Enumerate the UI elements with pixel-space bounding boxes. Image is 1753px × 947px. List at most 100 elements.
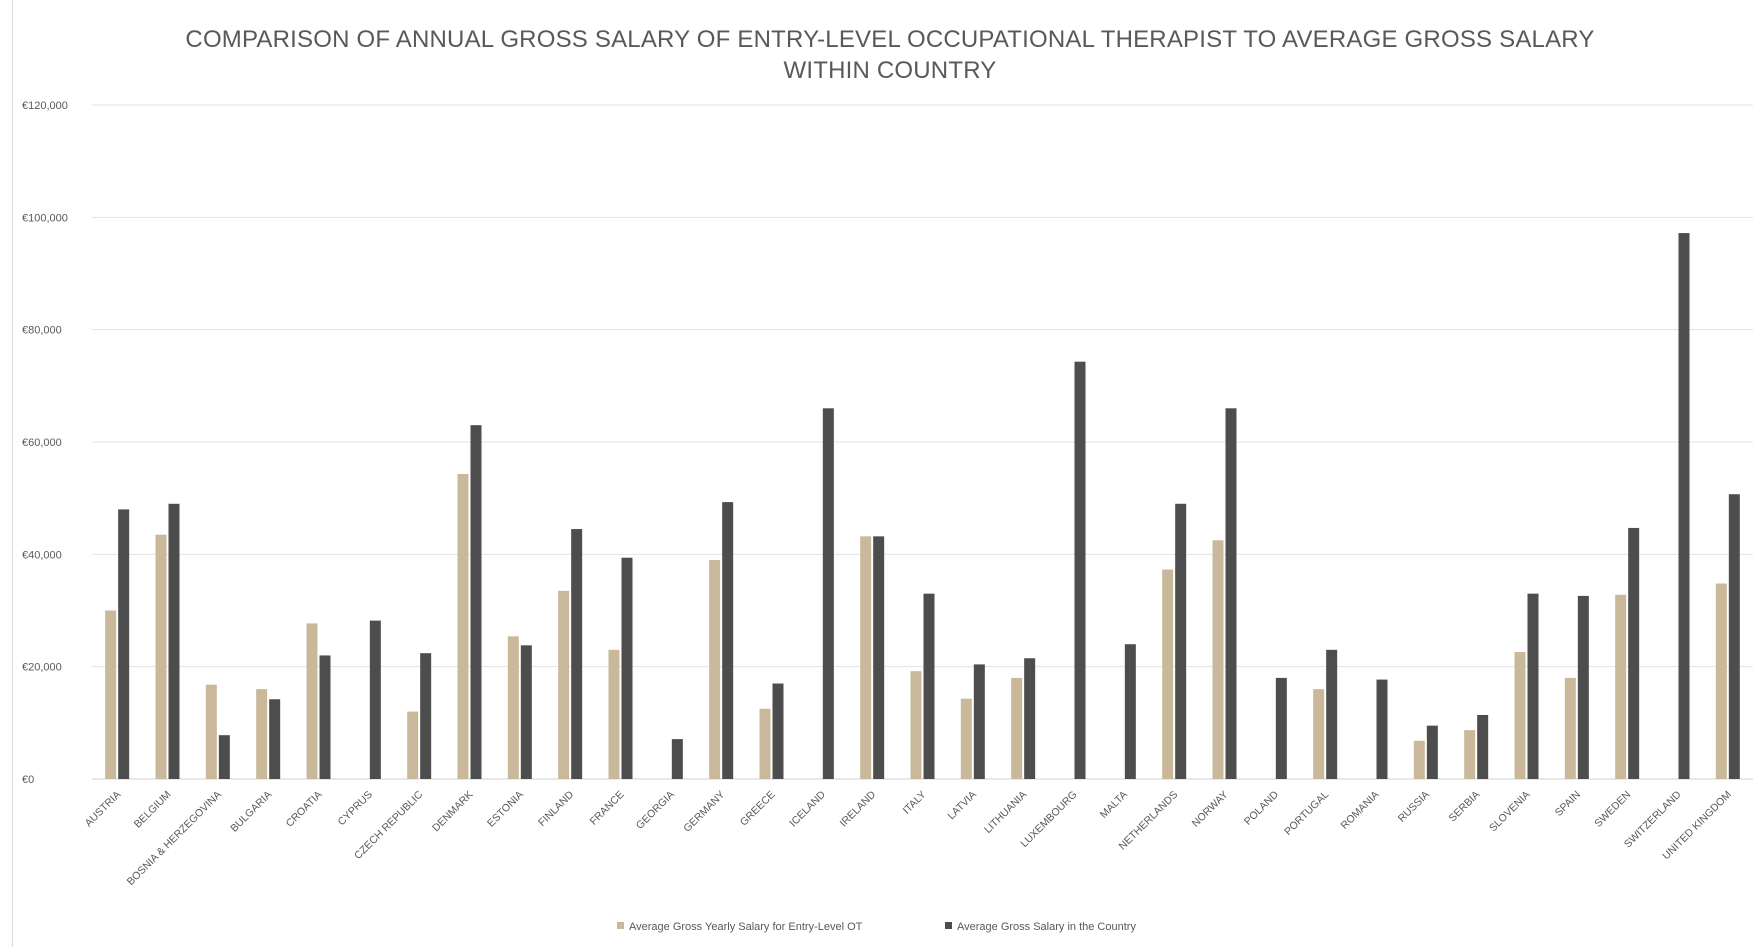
bar-bosnia-and-herzegovina-entry-level-ot (205, 684, 217, 779)
x-tick-label-russia: RUSSIA (1396, 789, 1432, 825)
x-tick-label-latvia: LATVIA (945, 789, 979, 823)
bar-luxembourg-country-average (1074, 361, 1086, 779)
legend-swatch-country-average (945, 922, 952, 929)
bar-croatia-country-average (319, 655, 331, 779)
y-tick-label: €0 (22, 774, 34, 786)
x-tick-label-belgium: BELGIUM (132, 789, 174, 831)
bar-ireland-entry-level-ot (860, 536, 872, 779)
bar-austria-entry-level-ot (105, 610, 117, 779)
x-tick-label-spain: SPAIN (1553, 789, 1583, 819)
bar-greece-entry-level-ot (759, 708, 771, 779)
bar-sweden-country-average (1628, 527, 1640, 779)
gridlines (92, 104, 1753, 780)
legend-swatch-entry-level-ot (617, 922, 624, 929)
bar-united-kingdom-country-average (1728, 494, 1740, 779)
legend-label-country-average: Average Gross Salary in the Country (957, 921, 1136, 933)
x-tick-label-france: FRANCE (588, 789, 627, 828)
bar-ireland-country-average (873, 536, 885, 779)
x-tick-label-cyprus: CYPRUS (336, 789, 375, 828)
x-tick-label-estonia: ESTONIA (485, 789, 526, 830)
bar-portugal-entry-level-ot (1313, 689, 1325, 779)
bar-czech-republic-entry-level-ot (407, 711, 419, 779)
bar-lithuania-country-average (1024, 658, 1036, 779)
bar-germany-entry-level-ot (709, 559, 721, 779)
bar-netherlands-entry-level-ot (1162, 569, 1174, 779)
x-tick-label-slovenia: SLOVENIA (1487, 789, 1533, 835)
bar-bulgaria-country-average (269, 699, 281, 779)
x-tick-label-austria: AUSTRIA (83, 789, 124, 830)
bar-austria-country-average (118, 509, 130, 779)
x-tick-label-georgia: GEORGIA (634, 789, 677, 832)
bar-bulgaria-entry-level-ot (256, 689, 268, 779)
bar-serbia-country-average (1477, 714, 1489, 779)
bar-united-kingdom-entry-level-ot (1715, 583, 1727, 779)
bar-croatia-entry-level-ot (306, 623, 318, 779)
bar-germany-country-average (722, 502, 734, 779)
bar-czech-republic-country-average (420, 653, 432, 779)
bar-portugal-country-average (1326, 649, 1338, 779)
bar-finland-country-average (571, 529, 583, 779)
bar-denmark-entry-level-ot (457, 474, 469, 779)
bar-malta-country-average (1124, 644, 1136, 779)
bar-lithuania-entry-level-ot (1011, 677, 1023, 779)
x-tick-label-portugal: PORTUGAL (1282, 789, 1331, 838)
x-tick-label-norway: NORWAY (1190, 789, 1231, 830)
x-tick-label-bosnia-and-herzegovina: BOSNIA & HERZEGOVINA (125, 789, 224, 888)
bar-latvia-country-average (973, 664, 985, 779)
chart-frame (12, 0, 1753, 947)
bar-poland-country-average (1275, 677, 1287, 779)
y-tick-label: €80,000 (22, 325, 62, 337)
y-tick-label: €20,000 (22, 662, 62, 674)
bar-norway-entry-level-ot (1212, 540, 1224, 779)
x-tick-label-croatia: CROATIA (284, 789, 325, 830)
x-tick-label-poland: POLAND (1242, 788, 1281, 827)
x-tick-label-italy: ITALY (901, 789, 929, 817)
x-tick-label-bulgaria: BULGARIA (228, 789, 274, 835)
x-tick-label-denmark: DENMARK (430, 789, 476, 835)
x-tick-label-romania: ROMANIA (1338, 789, 1381, 832)
bar-sweden-entry-level-ot (1615, 594, 1627, 779)
x-tick-label-germany: GERMANY (681, 789, 727, 835)
bar-georgia-country-average (671, 739, 683, 779)
bar-cyprus-country-average (369, 620, 381, 779)
bar-romania-country-average (1376, 679, 1388, 779)
bar-serbia-entry-level-ot (1464, 730, 1476, 779)
bar-estonia-country-average (520, 645, 532, 779)
bar-russia-entry-level-ot (1413, 740, 1425, 779)
bar-latvia-entry-level-ot (960, 698, 972, 779)
bar-slovenia-country-average (1527, 593, 1539, 779)
y-tick-label: €120,000 (22, 100, 68, 112)
bar-france-entry-level-ot (608, 649, 620, 779)
bar-belgium-entry-level-ot (155, 534, 167, 779)
bar-netherlands-country-average (1175, 503, 1187, 779)
bar-slovenia-entry-level-ot (1514, 652, 1526, 779)
chart-title-line-1: COMPARISON OF ANNUAL GROSS SALARY OF ENT… (185, 26, 1594, 53)
legend-label-entry-level-ot: Average Gross Yearly Salary for Entry-Le… (629, 921, 863, 933)
x-tick-label-iceland: ICELAND (787, 788, 828, 829)
bar-finland-entry-level-ot (558, 590, 570, 779)
x-tick-label-finland: FINLAND (536, 788, 577, 829)
x-tick-label-greece: GREECE (738, 789, 778, 829)
x-tick-label-sweden: SWEDEN (1592, 789, 1633, 830)
bar-italy-entry-level-ot (910, 671, 922, 779)
bar-france-country-average (621, 557, 633, 779)
y-axis-tick-labels: €0 €20,000 €40,000 €60,000 €80,000 €100,000 €1… (22, 100, 68, 786)
y-tick-label: €100,000 (22, 212, 68, 224)
bar-bosnia-and-herzegovina-country-average (218, 735, 230, 779)
bar-estonia-entry-level-ot (507, 636, 519, 779)
x-tick-label-ireland: IRELAND (838, 788, 879, 829)
bar-russia-country-average (1426, 725, 1438, 779)
bar-denmark-country-average (470, 425, 482, 779)
bar-spain-country-average (1577, 595, 1589, 779)
bar-iceland-country-average (822, 408, 834, 779)
bar-belgium-country-average (168, 503, 180, 779)
bars (105, 233, 1740, 779)
x-tick-label-lithuania: LITHUANIA (982, 789, 1029, 836)
legend: Average Gross Yearly Salary for Entry-Le… (617, 921, 1136, 933)
bar-spain-entry-level-ot (1564, 677, 1576, 779)
bar-switzerland-country-average (1678, 233, 1690, 779)
x-tick-label-malta: MALTA (1098, 789, 1130, 821)
chart-title-line-2: WITHIN COUNTRY (783, 57, 996, 84)
